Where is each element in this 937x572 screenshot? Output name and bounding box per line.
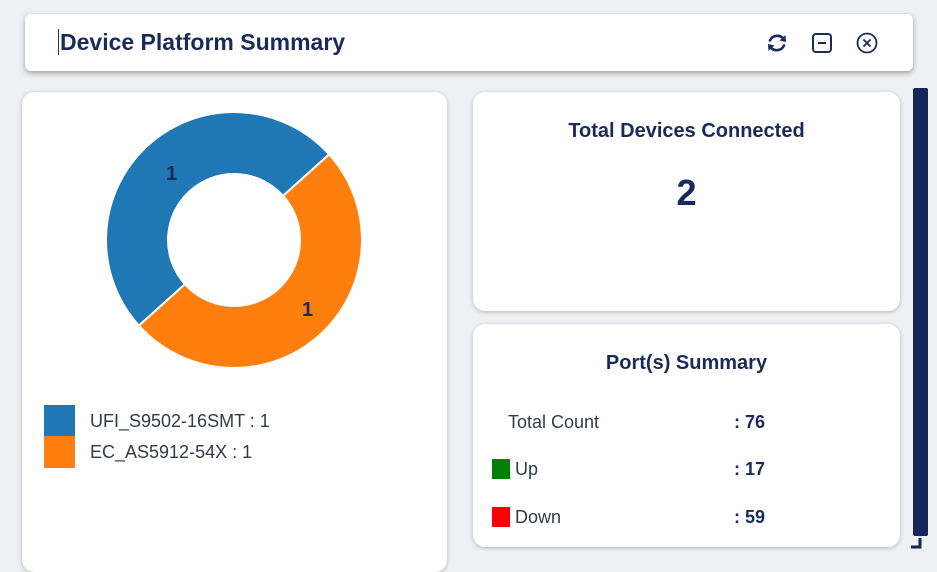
page-title: Device Platform Summary	[58, 29, 346, 55]
vertical-scrollbar[interactable]	[913, 88, 928, 536]
down-label: Down	[515, 507, 562, 527]
down-value: : 59	[734, 507, 766, 527]
minimize-icon[interactable]	[810, 31, 834, 55]
total-devices-count: 2	[676, 172, 697, 213]
up-value: : 17	[734, 459, 766, 479]
legend-label-ec: EC_AS5912-54X : 1	[90, 441, 253, 462]
widget-header: Device Platform Summary	[25, 14, 913, 71]
resize-handle-icon[interactable]	[908, 535, 924, 551]
ports-summary-panel: Port(s) Summary Total Count : 76 Up : 17…	[473, 324, 900, 547]
total-count-label: Total Count	[508, 412, 600, 432]
status-down-icon	[492, 507, 510, 527]
legend-swatch-ufi	[44, 405, 75, 437]
total-devices-title: Total Devices Connected	[568, 120, 805, 142]
status-up-icon	[492, 459, 510, 479]
legend-swatch-ec	[44, 436, 75, 468]
donut-slice-ufi[interactable]	[105, 111, 331, 328]
total-devices-panel: Total Devices Connected 2	[473, 92, 900, 311]
close-circle-icon[interactable]	[855, 31, 879, 55]
legend-item-ufi[interactable]: UFI_S9502-16SMT : 1	[44, 405, 270, 437]
ports-summary-title: Port(s) Summary	[605, 352, 768, 374]
legend-item-ec[interactable]: EC_AS5912-54X : 1	[44, 436, 252, 468]
refresh-icon[interactable]	[765, 31, 789, 55]
donut-label-ufi: 1	[166, 163, 177, 185]
donut-label-ec: 1	[302, 299, 313, 321]
total-count-value: : 76	[734, 412, 766, 432]
platform-donut-chart: 11	[105, 111, 363, 369]
up-label: Up	[515, 459, 539, 479]
legend-label-ufi: UFI_S9502-16SMT : 1	[90, 410, 270, 431]
donut-slice-ec[interactable]	[137, 152, 363, 369]
